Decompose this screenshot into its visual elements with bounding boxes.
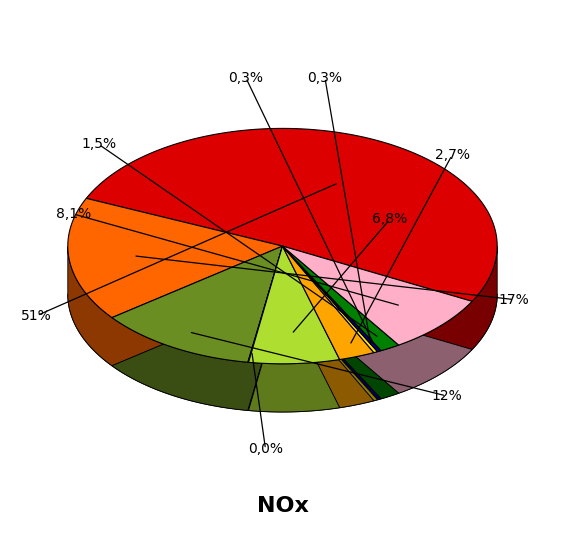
Text: 12%: 12% (431, 389, 462, 403)
Polygon shape (282, 246, 377, 353)
Text: 51%: 51% (21, 309, 52, 323)
Polygon shape (282, 246, 472, 345)
Text: 0,3%: 0,3% (228, 71, 263, 85)
Polygon shape (112, 246, 282, 410)
Polygon shape (249, 246, 340, 364)
Polygon shape (282, 246, 374, 360)
Polygon shape (248, 246, 282, 410)
Text: 0,0%: 0,0% (248, 442, 283, 456)
Text: 2,7%: 2,7% (434, 148, 470, 162)
Polygon shape (282, 246, 374, 408)
Text: 0,3%: 0,3% (307, 71, 342, 85)
Text: 1,5%: 1,5% (81, 137, 116, 151)
Polygon shape (249, 246, 340, 412)
Polygon shape (282, 246, 377, 401)
Polygon shape (112, 246, 282, 362)
Polygon shape (282, 246, 399, 350)
Polygon shape (282, 246, 399, 399)
Text: 17%: 17% (499, 293, 529, 307)
Polygon shape (68, 198, 282, 318)
Polygon shape (282, 246, 472, 393)
Text: 8,1%: 8,1% (56, 207, 91, 221)
Text: 6,8%: 6,8% (372, 212, 407, 226)
Polygon shape (86, 128, 497, 301)
Polygon shape (282, 246, 381, 400)
Polygon shape (282, 246, 497, 349)
Text: NOx: NOx (257, 495, 308, 516)
Polygon shape (248, 246, 282, 362)
Polygon shape (68, 246, 282, 366)
Polygon shape (282, 246, 381, 351)
